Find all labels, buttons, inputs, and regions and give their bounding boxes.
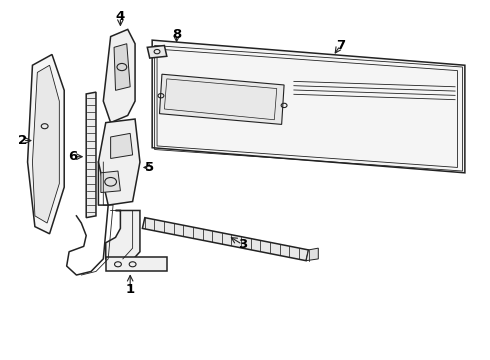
Polygon shape — [143, 218, 309, 261]
Polygon shape — [86, 92, 96, 218]
Text: 4: 4 — [116, 10, 125, 23]
Polygon shape — [159, 74, 284, 125]
Text: 8: 8 — [172, 28, 181, 41]
Polygon shape — [101, 171, 121, 193]
Text: 1: 1 — [125, 283, 135, 296]
Polygon shape — [27, 54, 64, 234]
Polygon shape — [147, 45, 167, 58]
Polygon shape — [106, 257, 167, 271]
Polygon shape — [111, 134, 133, 158]
Text: 5: 5 — [145, 161, 154, 174]
Text: 3: 3 — [238, 238, 247, 251]
Text: 2: 2 — [18, 134, 27, 147]
Polygon shape — [306, 248, 318, 261]
Polygon shape — [106, 211, 140, 264]
Polygon shape — [114, 44, 130, 90]
Polygon shape — [98, 119, 140, 205]
Polygon shape — [103, 30, 135, 123]
Polygon shape — [152, 40, 465, 173]
Text: 7: 7 — [336, 39, 345, 52]
Text: 6: 6 — [69, 150, 77, 163]
Polygon shape — [32, 65, 59, 223]
